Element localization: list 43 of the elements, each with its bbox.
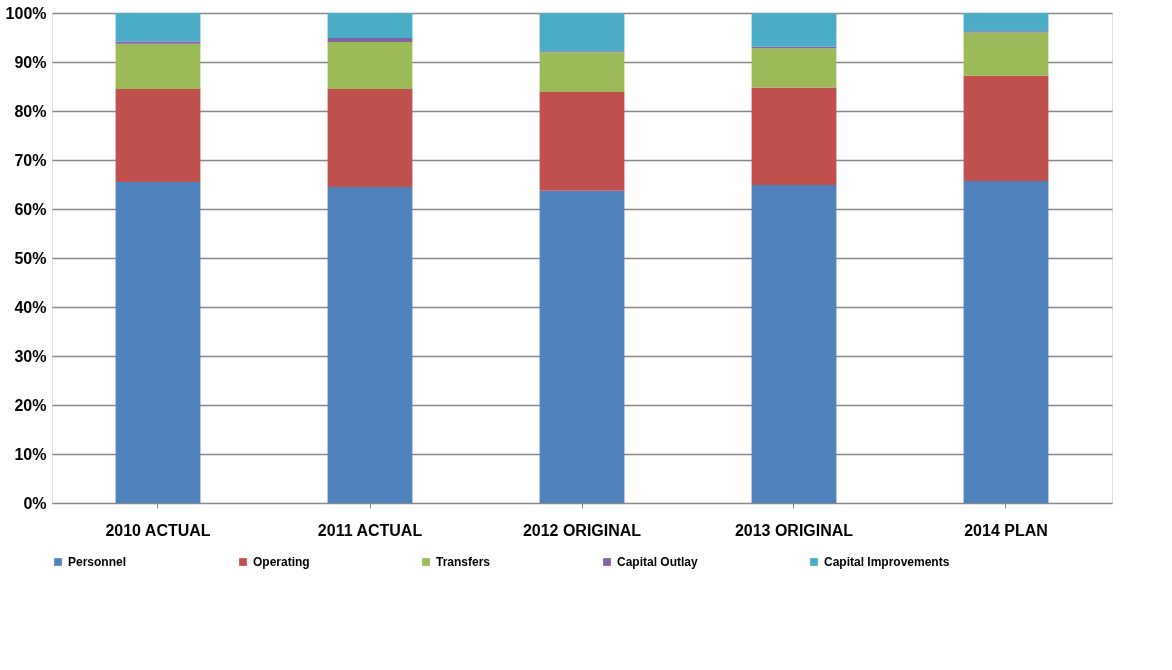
bar (963, 181, 1049, 503)
bar (115, 41, 201, 44)
bar (327, 13, 413, 38)
bar (115, 182, 201, 503)
bar (963, 75, 1049, 182)
bar (539, 190, 625, 503)
bar (327, 186, 413, 503)
bar (963, 13, 1049, 32)
bar (963, 32, 1049, 76)
bar (751, 48, 837, 88)
bar (539, 13, 625, 52)
bar (115, 43, 201, 89)
legend-label: Capital Outlay (617, 555, 699, 569)
x-tick-label: 2012 ORIGINAL (522, 521, 642, 539)
y-tick-label: 80% (14, 102, 47, 120)
legend-label: Transfers (436, 555, 491, 569)
bar (539, 52, 625, 92)
y-tick-label: 10% (14, 445, 47, 463)
bar (327, 88, 413, 187)
bar (327, 41, 413, 89)
x-tick-label: 2010 ACTUAL (105, 521, 211, 539)
y-tick-label: 20% (14, 396, 47, 414)
x-tick-label: 2011 ACTUAL (317, 521, 423, 539)
legend-label: Personnel (68, 555, 127, 569)
bar (751, 87, 837, 185)
y-tick-label: 0% (23, 494, 47, 512)
y-tick-label: 60% (14, 200, 47, 218)
legend-label: Operating (253, 555, 310, 569)
bar (751, 13, 837, 47)
bar (327, 37, 413, 42)
bar (751, 184, 837, 503)
bar (115, 13, 201, 42)
x-tick-label: 2013 ORIGINAL (734, 521, 854, 539)
legend-label: Capital Improvements (824, 555, 950, 569)
bar (539, 91, 625, 191)
y-tick-label: 30% (14, 347, 47, 365)
y-tick-label: 100% (5, 4, 47, 22)
bar (115, 88, 201, 183)
y-tick-label: 70% (14, 151, 47, 169)
y-tick-label: 40% (14, 298, 47, 316)
y-tick-label: 50% (14, 249, 47, 267)
y-tick-label: 90% (14, 53, 47, 71)
x-tick-label: 2014 PLAN (964, 521, 1048, 539)
